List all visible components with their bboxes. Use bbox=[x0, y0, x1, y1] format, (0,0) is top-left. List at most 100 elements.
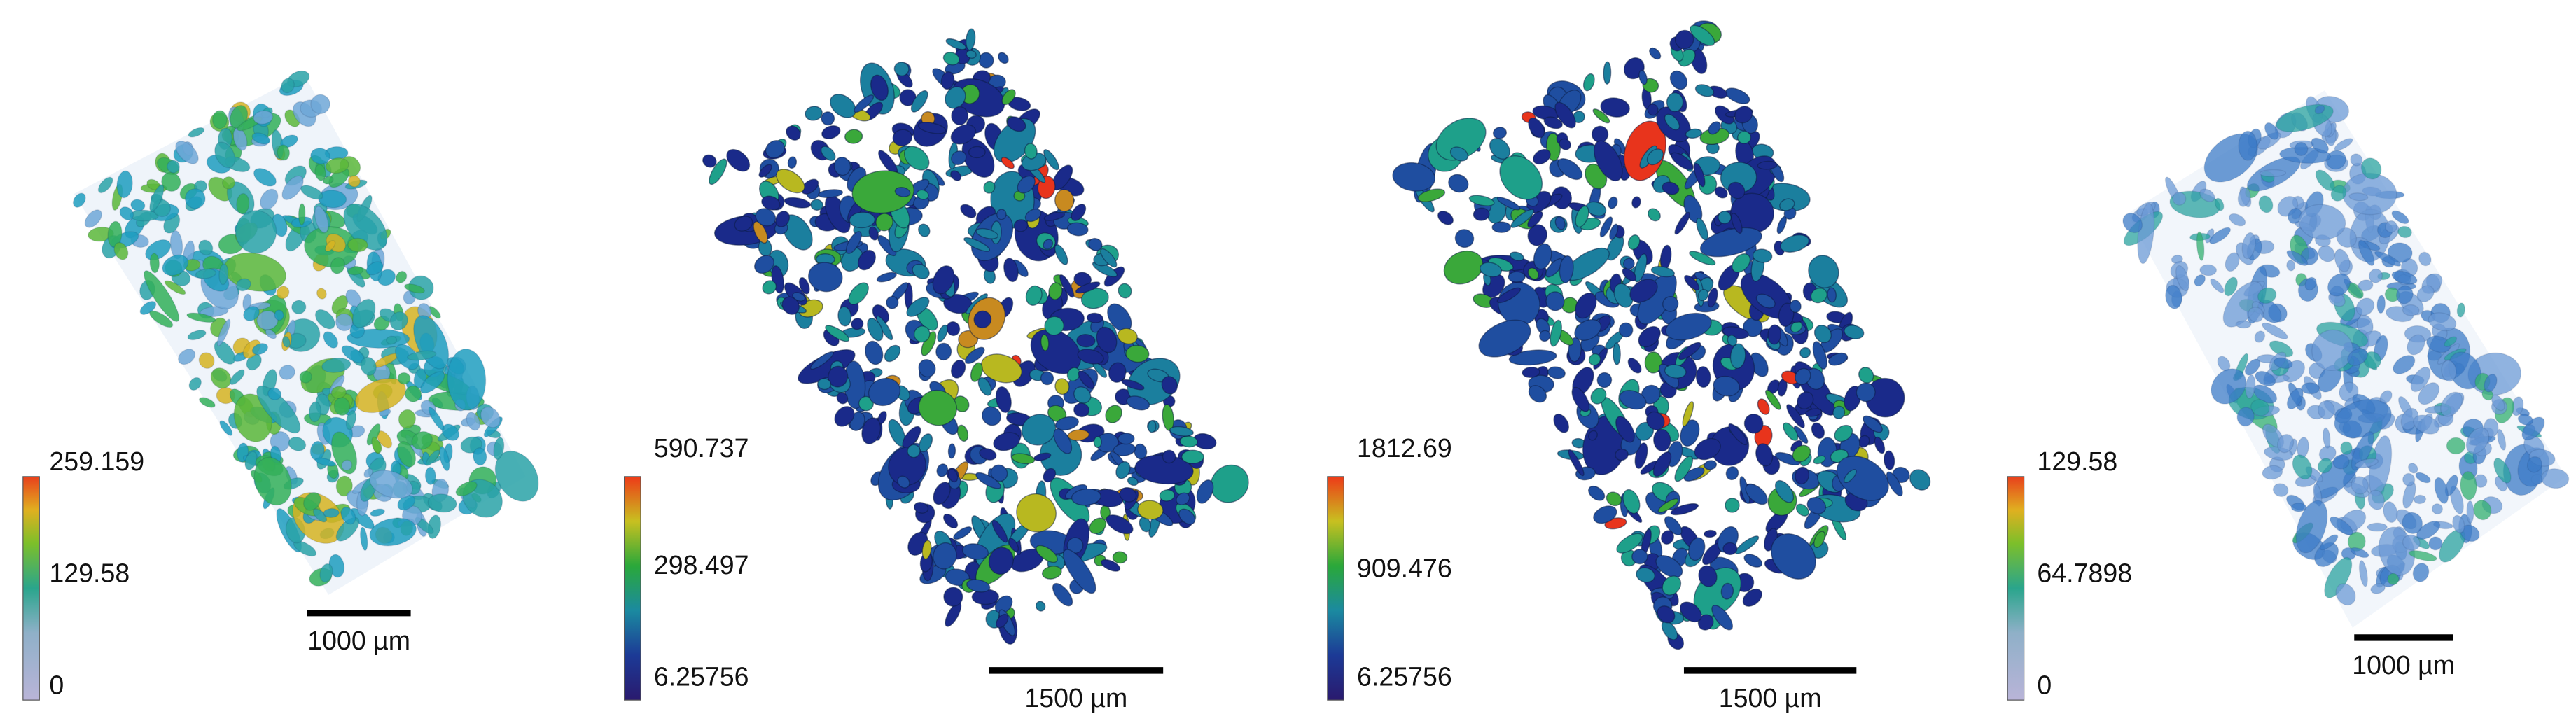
particle bbox=[493, 437, 505, 461]
particle bbox=[2493, 458, 2512, 484]
particle bbox=[947, 468, 959, 483]
particle bbox=[1528, 117, 1545, 139]
particle bbox=[1832, 405, 1846, 419]
particle bbox=[1627, 358, 1642, 374]
particle bbox=[1795, 466, 1810, 485]
particle bbox=[2416, 285, 2435, 303]
particle bbox=[274, 309, 284, 321]
particle bbox=[347, 266, 364, 276]
particle bbox=[144, 270, 180, 323]
particle bbox=[2318, 445, 2337, 462]
particle bbox=[940, 71, 955, 90]
particle bbox=[868, 226, 879, 241]
particle bbox=[2465, 427, 2490, 454]
particle bbox=[2358, 560, 2368, 587]
particle bbox=[1492, 127, 1507, 139]
particle bbox=[884, 344, 901, 363]
particle bbox=[1075, 281, 1101, 294]
particle bbox=[1664, 113, 1680, 131]
particle bbox=[932, 265, 955, 295]
particle bbox=[1664, 364, 1687, 379]
particle bbox=[1105, 405, 1122, 423]
particle bbox=[837, 306, 852, 327]
particle bbox=[1631, 549, 1648, 565]
particle bbox=[983, 181, 996, 194]
particle bbox=[107, 220, 123, 248]
particle bbox=[2258, 195, 2274, 213]
particle bbox=[821, 111, 835, 126]
particle bbox=[253, 110, 274, 125]
particle bbox=[964, 346, 985, 364]
particle bbox=[1708, 121, 1721, 135]
particle bbox=[2317, 458, 2333, 474]
particle bbox=[2444, 336, 2458, 347]
particle bbox=[1729, 343, 1746, 370]
particle bbox=[398, 409, 417, 429]
particle bbox=[2224, 276, 2239, 297]
particle bbox=[2402, 512, 2423, 535]
particle bbox=[2351, 476, 2369, 495]
particle bbox=[1674, 456, 1694, 482]
colorbar bbox=[1327, 476, 1344, 701]
particle bbox=[798, 276, 810, 295]
particle bbox=[1722, 542, 1738, 556]
particle bbox=[1125, 344, 1150, 363]
particle bbox=[293, 540, 317, 557]
particle bbox=[427, 493, 457, 513]
particle bbox=[276, 286, 290, 300]
particle bbox=[351, 298, 376, 328]
particle bbox=[2491, 394, 2505, 412]
particle bbox=[2360, 157, 2382, 180]
particle bbox=[2214, 197, 2225, 211]
particle bbox=[2410, 366, 2431, 393]
particle bbox=[2257, 287, 2277, 304]
particle bbox=[1582, 73, 1595, 92]
particle bbox=[149, 253, 160, 274]
particle bbox=[1063, 549, 1096, 594]
particle bbox=[1106, 514, 1134, 535]
particle bbox=[308, 401, 322, 423]
particle bbox=[1652, 451, 1672, 477]
particle bbox=[1664, 516, 1683, 535]
particle bbox=[1003, 258, 1019, 283]
particle bbox=[1073, 402, 1090, 418]
particle bbox=[1615, 416, 1635, 443]
particle bbox=[1527, 224, 1547, 246]
particle bbox=[2165, 284, 2182, 309]
particle bbox=[2340, 441, 2353, 456]
particle bbox=[377, 269, 396, 286]
particle bbox=[1137, 500, 1164, 520]
particle bbox=[2286, 260, 2296, 272]
particle bbox=[1834, 424, 1853, 442]
particle bbox=[359, 526, 368, 552]
particle bbox=[1127, 477, 1139, 486]
particle bbox=[2456, 302, 2465, 318]
particle bbox=[2446, 437, 2466, 455]
particle bbox=[321, 357, 351, 373]
particle bbox=[916, 189, 929, 200]
particle bbox=[943, 587, 963, 607]
particle bbox=[2295, 500, 2328, 554]
particle bbox=[734, 216, 753, 232]
particle bbox=[765, 140, 786, 159]
particle bbox=[2402, 304, 2420, 316]
particle bbox=[870, 74, 889, 101]
particle bbox=[1661, 530, 1674, 545]
particle bbox=[867, 318, 884, 342]
colorbar-label: 6.25756 bbox=[654, 662, 749, 692]
scale-bar-label: 1500 µm bbox=[1719, 683, 1822, 713]
particle bbox=[945, 38, 967, 50]
particle bbox=[1496, 287, 1522, 304]
particle bbox=[1827, 287, 1837, 303]
particle bbox=[1732, 253, 1751, 273]
particle bbox=[758, 164, 772, 178]
particle bbox=[1858, 367, 1874, 384]
particle bbox=[1774, 451, 1801, 466]
particle bbox=[2324, 556, 2353, 598]
particle bbox=[1528, 385, 1547, 403]
particle bbox=[2274, 357, 2293, 370]
particle bbox=[2172, 191, 2187, 206]
particle bbox=[1550, 319, 1562, 347]
particle bbox=[2241, 232, 2256, 260]
particle bbox=[1510, 209, 1535, 228]
